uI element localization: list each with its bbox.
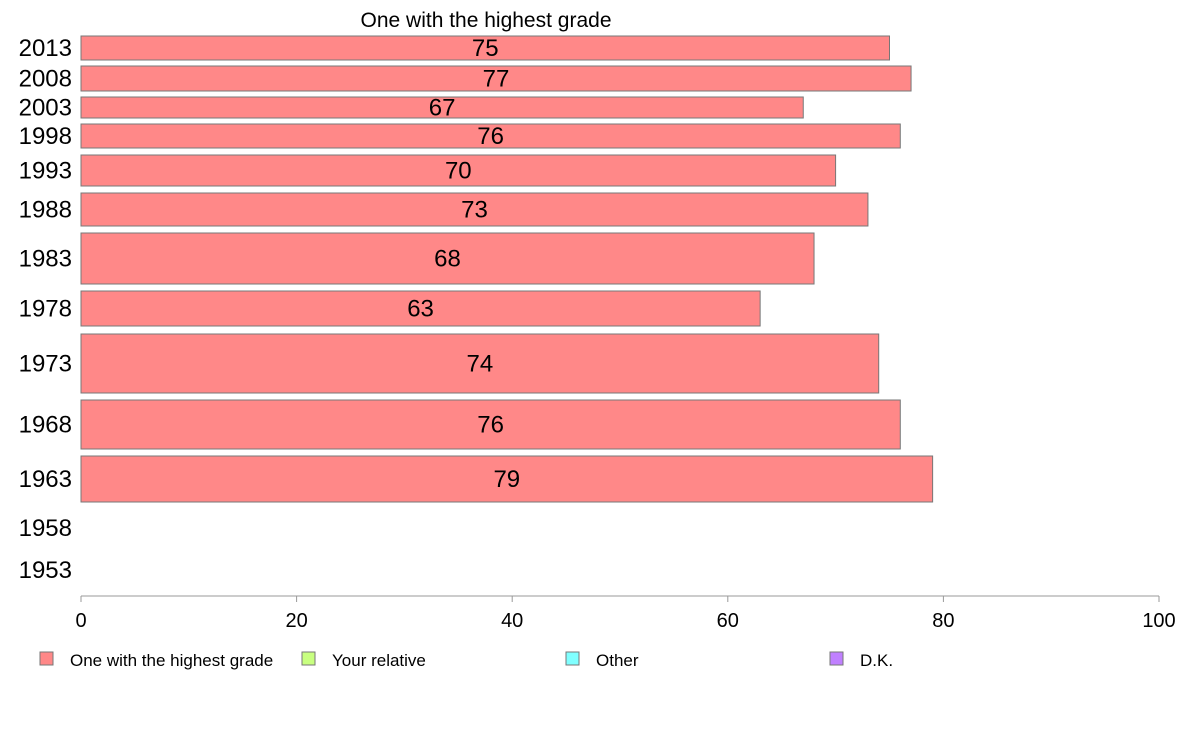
category-label: 1988 — [19, 197, 72, 224]
category-label: 2013 — [19, 35, 72, 62]
legend-swatch — [39, 651, 54, 666]
bar — [80, 333, 880, 394]
legend-swatch — [565, 651, 580, 666]
legend: One with the highest grade Your relative O… — [39, 651, 893, 670]
bar — [80, 232, 815, 285]
bar — [80, 290, 761, 327]
category-label: 1958 — [19, 515, 72, 542]
bar — [80, 96, 804, 119]
category-label: 2003 — [19, 95, 72, 122]
legend-swatch — [829, 651, 844, 666]
x-tick-label: 100 — [1142, 610, 1175, 632]
bar-value-label: 74 — [467, 351, 494, 378]
chart-title: One with the highest grade — [361, 9, 612, 32]
bar-value-label: 75 — [472, 35, 499, 62]
legend-label: Your relative — [332, 651, 426, 670]
category-label: 1983 — [19, 246, 72, 273]
legend-label: D.K. — [860, 651, 893, 670]
bar-value-label: 79 — [493, 466, 520, 493]
bar — [80, 35, 890, 61]
bar-value-label: 76 — [477, 123, 504, 150]
bar-value-label: 63 — [407, 296, 434, 323]
category-label: 1968 — [19, 412, 72, 439]
bar — [80, 399, 901, 450]
x-tick-label: 40 — [501, 610, 523, 632]
bar-value-label: 77 — [483, 66, 510, 93]
bar — [80, 154, 837, 187]
x-tick-label: 0 — [75, 610, 86, 632]
x-tick-label: 80 — [932, 610, 954, 632]
bar — [80, 192, 869, 227]
bar-value-label: 70 — [445, 158, 472, 185]
category-label: 1953 — [19, 557, 72, 584]
legend-label: One with the highest grade — [70, 651, 273, 670]
bar — [80, 65, 912, 92]
bar-value-label: 76 — [477, 412, 504, 439]
bar-value-label: 73 — [461, 197, 488, 224]
legend-swatch — [301, 651, 316, 666]
category-label: 1963 — [19, 466, 72, 493]
category-label: 1993 — [19, 158, 72, 185]
x-axis: 0 20 40 60 80 100 — [75, 595, 1176, 632]
bar — [80, 455, 934, 503]
x-tick-label: 20 — [285, 610, 307, 632]
category-label: 1978 — [19, 296, 72, 323]
category-label: 1973 — [19, 351, 72, 378]
bar-value-label: 67 — [429, 95, 456, 122]
bar-value-label: 68 — [434, 246, 461, 273]
bar — [80, 123, 901, 149]
legend-label: Other — [596, 651, 639, 670]
category-label: 1998 — [19, 123, 72, 150]
category-label: 2008 — [19, 66, 72, 93]
x-tick-label: 60 — [717, 610, 739, 632]
